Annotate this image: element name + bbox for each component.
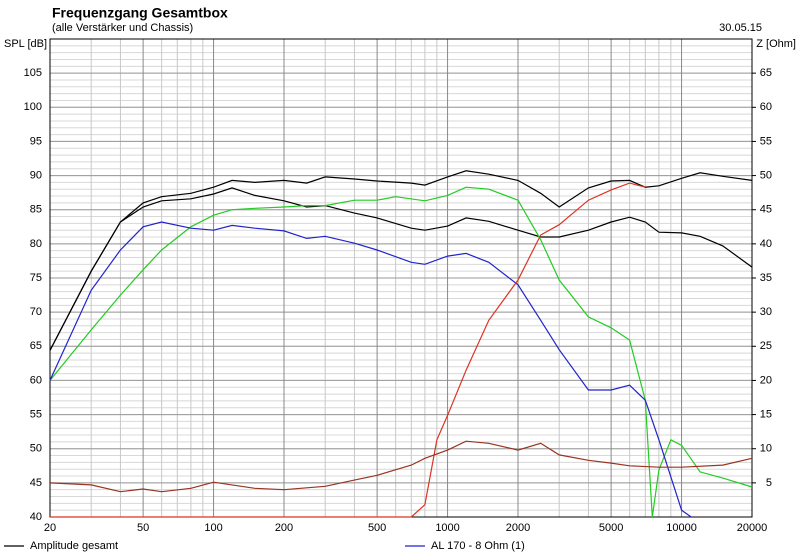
y2-tick-label: 65 <box>760 67 772 79</box>
chart-subtitle: (alle Verstärker und Chassis) <box>52 22 193 34</box>
y2-tick-label: 60 <box>760 101 772 113</box>
x-tick-label: 20 <box>44 522 56 534</box>
y2-tick-label: 45 <box>760 204 772 216</box>
y2-tick-label: 25 <box>760 340 772 352</box>
y-tick-label: 75 <box>30 272 42 284</box>
x-tick-label: 500 <box>368 522 386 534</box>
y2-tick-label: 20 <box>760 374 772 386</box>
x-tick-label: 50 <box>137 522 149 534</box>
y-tick-label: 105 <box>24 67 42 79</box>
y2-tick-label: 30 <box>760 306 772 318</box>
y-tick-label: 80 <box>30 238 42 250</box>
y-axis-label: SPL [dB] <box>4 38 47 50</box>
series-line <box>49 186 753 518</box>
y-tick-label: 60 <box>30 374 42 386</box>
y-tick-label: 70 <box>30 306 42 318</box>
y-tick-label: 40 <box>30 511 42 523</box>
date: 30.05.15 <box>719 22 762 34</box>
y-tick-label: 65 <box>30 340 42 352</box>
legend-label: Amplitude gesamt <box>30 540 118 552</box>
y-tick-label: 50 <box>30 443 42 455</box>
y2-tick-label: 15 <box>760 408 772 420</box>
x-tick-label: 2000 <box>506 522 530 534</box>
series-line <box>49 221 692 518</box>
y-tick-label: 95 <box>30 135 42 147</box>
x-tick-label: 100 <box>204 522 222 534</box>
legend-label: AL 170 - 8 Ohm (1) <box>431 540 525 552</box>
x-tick-label: 200 <box>275 522 293 534</box>
y2-tick-label: 10 <box>760 443 772 455</box>
chart-title: Frequenzgang Gesamtbox <box>52 5 228 21</box>
y-tick-label: 85 <box>30 204 42 216</box>
y2-tick-label: 35 <box>760 272 772 284</box>
y2-tick-label: 55 <box>760 135 772 147</box>
series-line <box>50 182 646 518</box>
x-tick-label: 5000 <box>599 522 623 534</box>
y-tick-label: 55 <box>30 408 42 420</box>
y2-tick-label: 40 <box>760 238 772 250</box>
x-tick-label: 20000 <box>737 522 768 534</box>
y2-axis-label: Z [Ohm] <box>756 38 796 50</box>
y-tick-label: 90 <box>30 169 42 181</box>
series-line <box>49 440 753 493</box>
y2-tick-label: 50 <box>760 169 772 181</box>
y-tick-label: 100 <box>24 101 42 113</box>
y2-tick-label: 5 <box>766 477 772 489</box>
x-tick-label: 10000 <box>666 522 697 534</box>
x-tick-label: 1000 <box>435 522 459 534</box>
series-line <box>49 187 753 351</box>
y-tick-label: 45 <box>30 477 42 489</box>
